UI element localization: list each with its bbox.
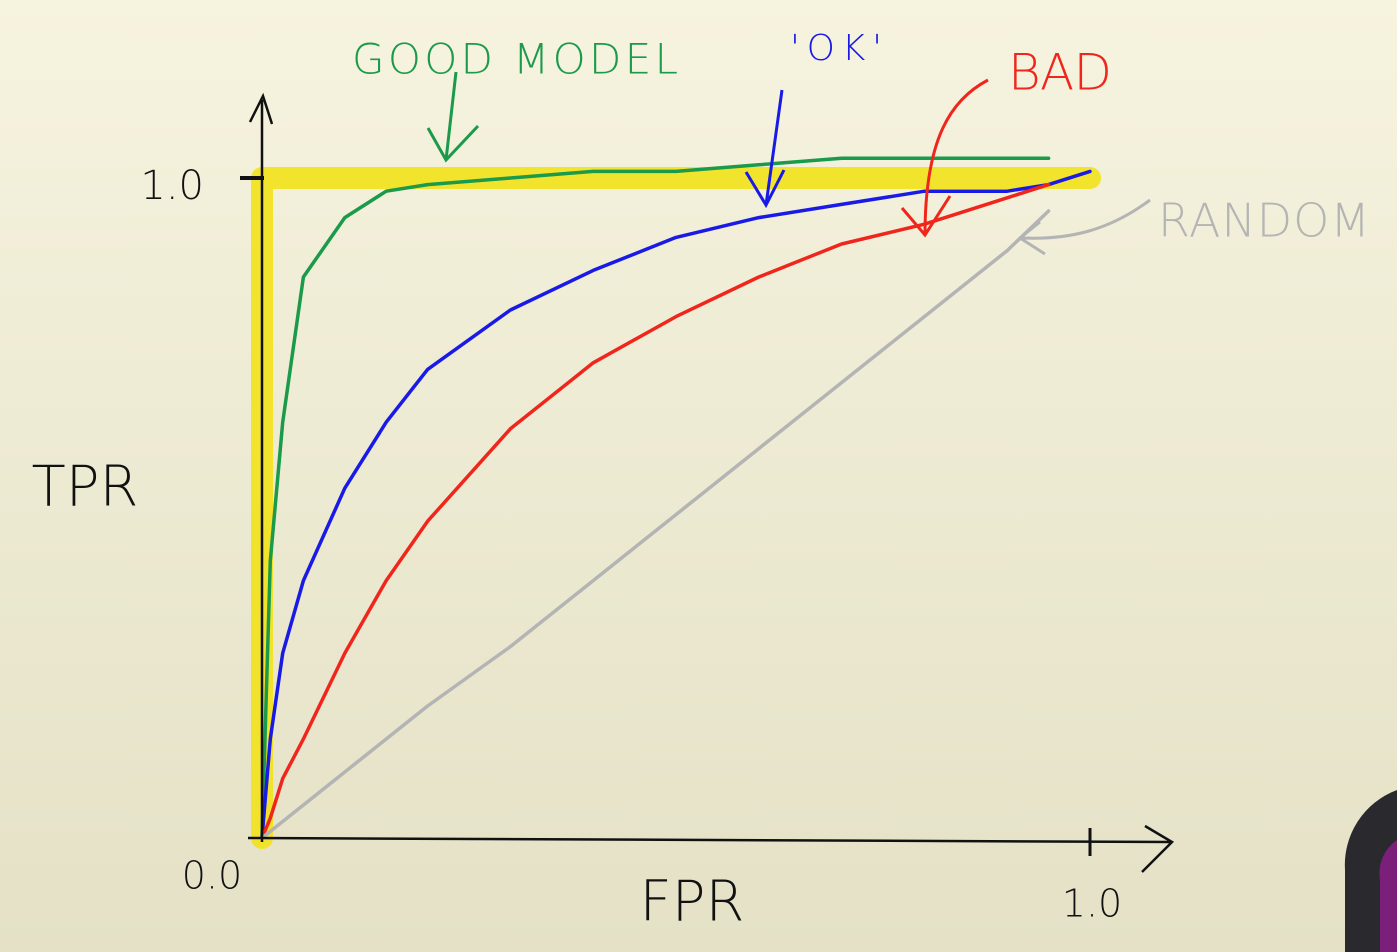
roc-curve	[260, 182, 1051, 840]
y-tick-label: 1.0	[140, 163, 204, 209]
x-axis	[247, 824, 1175, 873]
series-label: BAD	[1008, 44, 1112, 102]
arrow	[744, 89, 786, 209]
arrow	[426, 71, 480, 163]
roc-curve	[260, 169, 1092, 840]
y-axis	[248, 92, 274, 842]
corner-avatar	[1379, 840, 1397, 952]
roc-curve	[260, 156, 1051, 840]
y-axis-label: TPR	[32, 454, 139, 519]
series-label: GOOD MODEL	[352, 35, 678, 84]
arrow	[900, 78, 989, 238]
x-tick-label: 1.0	[1062, 882, 1122, 926]
x-tick-label: 0.0	[182, 854, 242, 898]
x-axis-label: FPR	[640, 869, 745, 934]
arrow	[1017, 198, 1151, 256]
roc-curve	[260, 209, 1051, 840]
series-label: RANDOM	[1158, 194, 1370, 248]
